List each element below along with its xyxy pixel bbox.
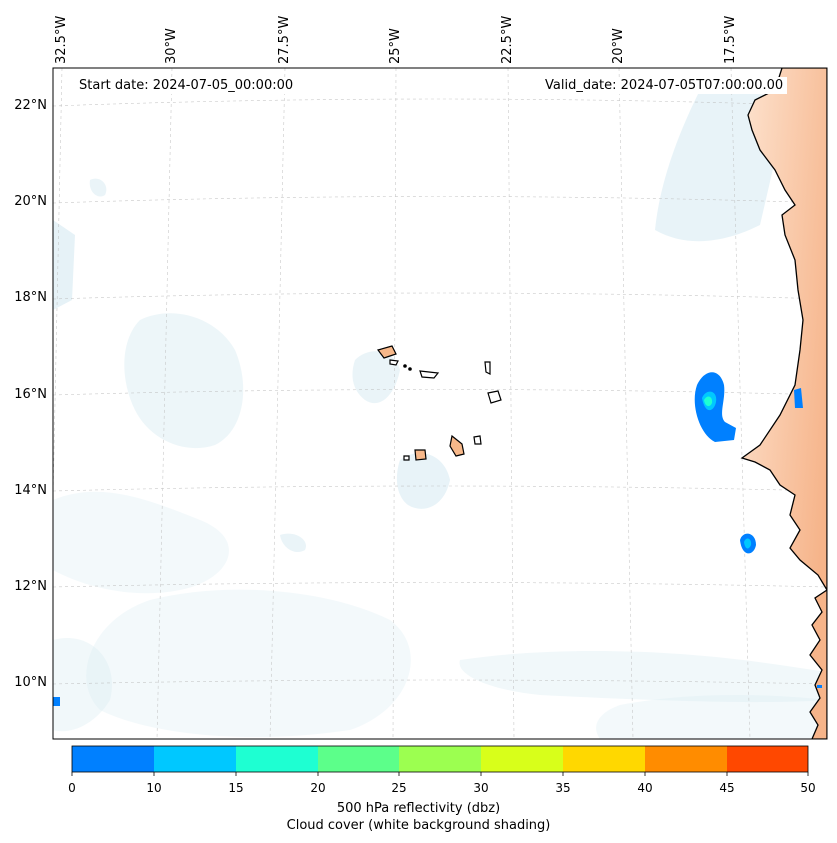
map-frame <box>52 67 828 740</box>
colorbar-subtitle: Cloud cover (white background shading) <box>286 818 551 833</box>
africa-coast <box>740 68 827 739</box>
lon-label: 20°W <box>611 28 626 64</box>
cloud-cover-shading <box>53 90 827 739</box>
map-gridlines <box>53 68 827 739</box>
lat-label: 14°N <box>14 483 47 498</box>
colorbar-tick-label: 25 <box>391 781 407 795</box>
lon-label: 17.5°W <box>723 15 738 64</box>
colorbar-segment <box>399 746 481 772</box>
lon-label: 32.5°W <box>54 15 69 64</box>
colorbar-segment <box>563 746 645 772</box>
lon-label: 25°W <box>388 28 403 64</box>
colorbar-tick-label: 10 <box>146 781 162 795</box>
colorbar-tick-label: 40 <box>637 781 653 795</box>
colorbar-segment <box>318 746 399 772</box>
colorbar <box>71 745 809 776</box>
lat-label: 16°N <box>14 387 47 402</box>
colorbar-tick-label: 35 <box>555 781 571 795</box>
colorbar-segment <box>154 746 236 772</box>
lat-label: 12°N <box>14 579 47 594</box>
valid-date-label: Valid_date: 2024-07-05T07:00:00.00 <box>541 77 788 94</box>
colorbar-tick-label: 50 <box>800 781 816 795</box>
lon-label: 30°W <box>164 28 179 64</box>
colorbar-segment <box>645 746 727 772</box>
lat-label: 18°N <box>14 290 47 305</box>
lon-label: 22.5°W <box>500 15 515 64</box>
cape-verde-islands <box>376 345 502 461</box>
colorbar-tick-label: 0 <box>68 781 76 795</box>
colorbar-tick-label: 45 <box>719 781 735 795</box>
lat-label: 20°N <box>14 194 47 209</box>
colorbar-tick-label: 20 <box>310 781 326 795</box>
colorbar-segment <box>481 746 563 772</box>
colorbar-segment <box>236 746 318 772</box>
reflectivity-contours <box>53 372 822 706</box>
colorbar-title: 500 hPa reflectivity (dbz) <box>336 801 501 816</box>
start-date-label: Start date: 2024-07-05_00:00:00 <box>75 77 298 94</box>
lon-label: 27.5°W <box>277 15 292 64</box>
colorbar-tick-label: 15 <box>228 781 244 795</box>
colorbar-segment <box>72 746 154 772</box>
colorbar-tick-label: 30 <box>473 781 489 795</box>
colorbar-segment <box>727 746 808 772</box>
lat-label: 22°N <box>14 98 47 113</box>
lat-label: 10°N <box>14 675 47 690</box>
map-area <box>53 68 827 739</box>
